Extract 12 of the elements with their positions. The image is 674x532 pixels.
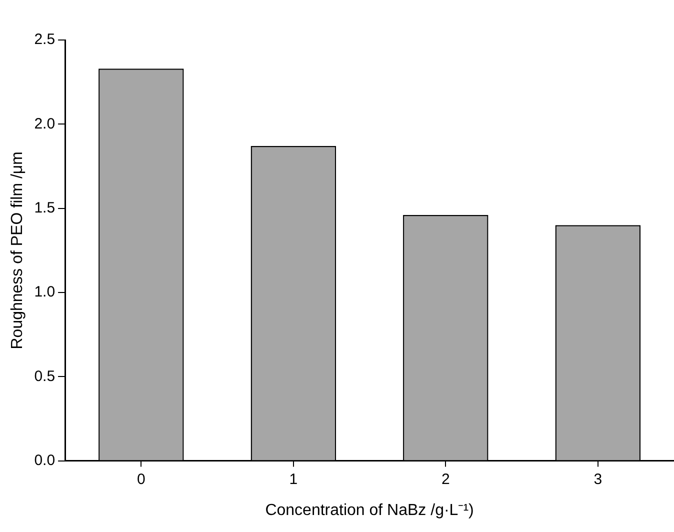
x-tick-label: 1 [289,470,298,488]
y-tick-label: 1.5 [34,199,56,216]
y-tick-label: 0.5 [34,368,56,385]
y-tick-label: 1.0 [34,284,56,301]
y-axis-title: Roughness of PEO film /μm [9,152,26,350]
x-tick-label: 3 [594,470,602,488]
x-tick-label: 0 [137,470,146,488]
x-tick-label: 2 [441,470,450,488]
y-tick-label: 0.0 [34,452,56,469]
y-tick-label: 2.5 [34,31,56,48]
y-tick-label: 2.0 [34,115,56,132]
x-axis-title: Concentration of NaBz /g·L⁻¹) [265,502,474,519]
